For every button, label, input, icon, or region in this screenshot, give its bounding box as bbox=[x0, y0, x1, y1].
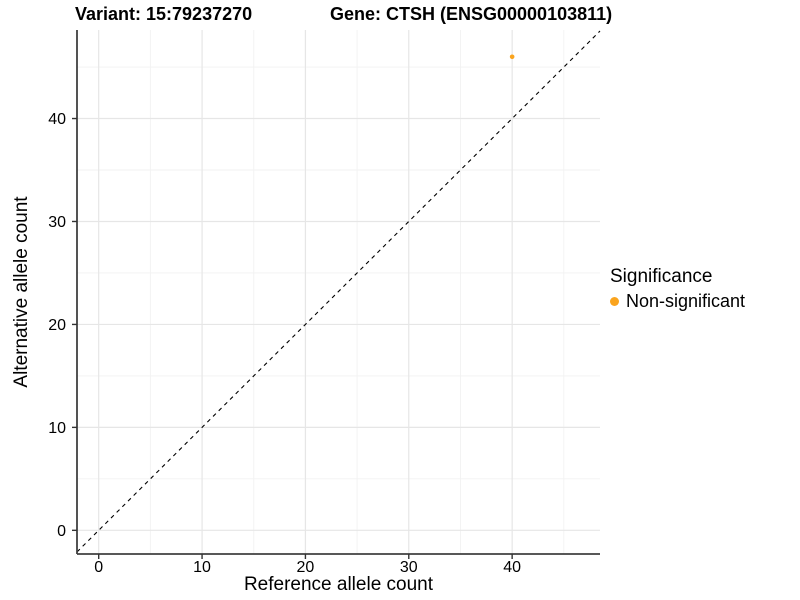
svg-text:0: 0 bbox=[57, 523, 66, 540]
svg-text:20: 20 bbox=[297, 559, 315, 576]
y-tick-labels: 0 10 20 30 40 bbox=[48, 111, 66, 540]
plot-title-gene: Gene: CTSH (ENSG00000103811) bbox=[330, 4, 613, 24]
svg-text:40: 40 bbox=[503, 559, 521, 576]
svg-text:10: 10 bbox=[48, 420, 66, 437]
x-axis-title: Reference allele count bbox=[243, 574, 434, 595]
svg-text:30: 30 bbox=[400, 559, 418, 576]
legend: Significance Non-significant bbox=[610, 264, 745, 313]
legend-title: Significance bbox=[610, 266, 713, 287]
svg-text:10: 10 bbox=[193, 559, 211, 576]
svg-text:40: 40 bbox=[48, 111, 66, 128]
x-tick-labels: 0 10 20 30 40 bbox=[94, 559, 521, 576]
data-point bbox=[509, 54, 515, 60]
identity-line bbox=[76, 30, 601, 553]
data-points bbox=[509, 54, 515, 60]
plot-title-variant: Variant: 15:79237270 bbox=[75, 4, 253, 24]
legend-item-non-significant: Non-significant bbox=[610, 290, 745, 313]
grid-minor bbox=[77, 30, 600, 554]
svg-text:30: 30 bbox=[48, 214, 66, 231]
legend-point-icon bbox=[610, 296, 619, 306]
y-axis-title: Alternative allele count bbox=[11, 196, 32, 388]
svg-text:20: 20 bbox=[48, 317, 66, 334]
svg-text:0: 0 bbox=[94, 559, 103, 576]
legend-item-label: Non-significant bbox=[626, 290, 746, 311]
grid-major bbox=[77, 30, 600, 554]
axis-ticks bbox=[72, 117, 513, 559]
